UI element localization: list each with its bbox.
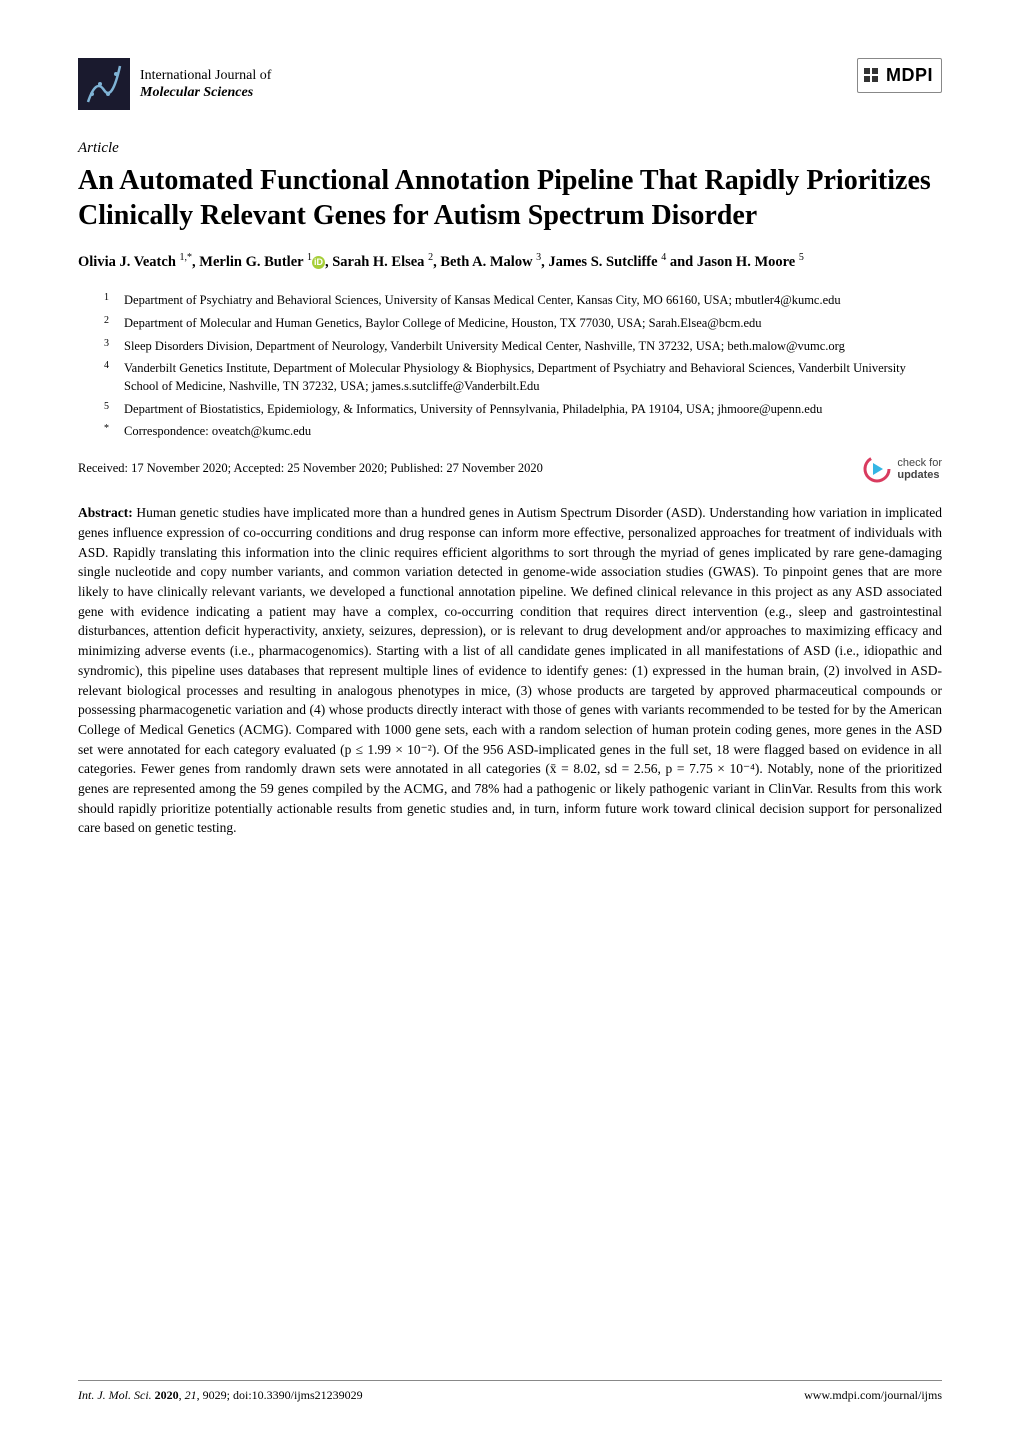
affiliation-list: 1Department of Psychiatry and Behavioral… [78, 291, 942, 441]
check-for-updates[interactable]: check for updates [863, 455, 942, 483]
check-updates-icon [863, 455, 891, 483]
journal-url[interactable]: www.mdpi.com/journal/ijms [804, 1387, 942, 1404]
page-footer: Int. J. Mol. Sci. 2020, 21, 9029; doi:10… [78, 1380, 942, 1404]
author: James S. Sutcliffe 4 [548, 254, 666, 270]
author: Sarah H. Elsea 2 [332, 254, 433, 270]
dates-text: Received: 17 November 2020; Accepted: 25… [78, 460, 543, 478]
author: Jason H. Moore 5 [697, 254, 804, 270]
author: Olivia J. Veatch 1,* [78, 254, 192, 270]
orcid-icon: iD [312, 256, 325, 269]
affiliation: 2Department of Molecular and Human Genet… [78, 314, 942, 333]
publisher-logo: MDPI [857, 58, 942, 93]
citation: Int. J. Mol. Sci. 2020, 21, 9029; doi:10… [78, 1387, 363, 1404]
affiliation: 5Department of Biostatistics, Epidemiolo… [78, 400, 942, 419]
abstract-label: Abstract: [78, 505, 133, 520]
journal-name: International Journal of Molecular Scien… [140, 67, 271, 102]
check-updates-label: check for updates [897, 457, 942, 481]
publisher-name: MDPI [886, 63, 933, 88]
journal-block: International Journal of Molecular Scien… [78, 58, 271, 110]
page-header: International Journal of Molecular Scien… [78, 58, 942, 110]
dates-row: Received: 17 November 2020; Accepted: 25… [78, 455, 942, 483]
author-list: Olivia J. Veatch 1,*, Merlin G. Butler 1… [78, 251, 942, 273]
journal-name-line2: Molecular Sciences [140, 84, 271, 102]
abstract-text: Human genetic studies have implicated mo… [78, 505, 942, 835]
affiliation: 4Vanderbilt Genetics Institute, Departme… [78, 359, 942, 395]
article-type: Article [78, 138, 942, 159]
correspondence: *Correspondence: oveatch@kumc.edu [78, 422, 942, 441]
mdpi-icon [862, 66, 882, 86]
journal-name-line1: International Journal of [140, 67, 271, 85]
author: Merlin G. Butler 1iD [199, 254, 325, 270]
author: Beth A. Malow 3 [440, 254, 541, 270]
affiliation: 3Sleep Disorders Division, Department of… [78, 337, 942, 356]
journal-logo-icon [78, 58, 130, 110]
abstract-block: Abstract: Human genetic studies have imp… [78, 503, 942, 838]
article-title: An Automated Functional Annotation Pipel… [78, 163, 942, 233]
affiliation: 1Department of Psychiatry and Behavioral… [78, 291, 942, 310]
